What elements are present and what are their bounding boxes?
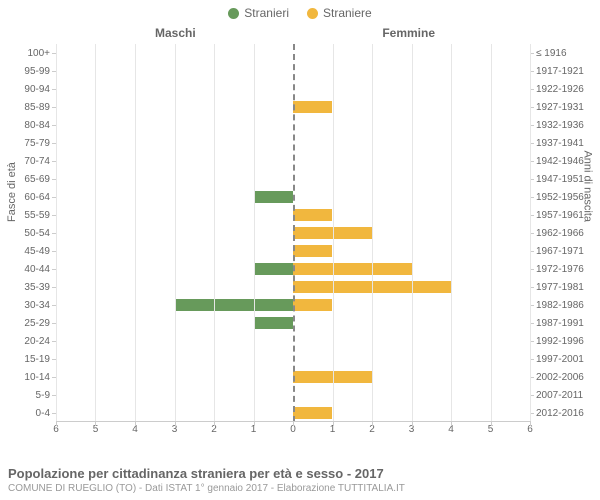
year-label: 1972-1976	[530, 264, 584, 275]
chart-subtitle: COMUNE DI RUEGLIO (TO) - Dati ISTAT 1° g…	[8, 483, 405, 494]
footer: Popolazione per cittadinanza straniera p…	[8, 466, 405, 494]
gridline	[254, 44, 255, 422]
x-tick-mark	[372, 421, 373, 426]
x-tick-mark	[333, 421, 334, 426]
year-label: 1922-1926	[530, 84, 584, 95]
year-label: 1987-1991	[530, 318, 584, 329]
year-label: ≤ 1916	[530, 48, 567, 59]
bar-female	[293, 245, 332, 258]
bar-male	[254, 317, 293, 330]
year-label: 1942-1946	[530, 156, 584, 167]
gridline	[451, 44, 452, 422]
gridline	[530, 44, 531, 422]
column-header-male: Maschi	[155, 26, 196, 40]
x-tick-mark	[412, 421, 413, 426]
gridline	[175, 44, 176, 422]
bar-female	[293, 209, 332, 222]
year-label: 1917-1921	[530, 66, 584, 77]
x-tick-mark	[95, 421, 96, 426]
bar-female	[293, 263, 412, 276]
bar-male	[175, 299, 294, 312]
y-axis-title-left: Fasce di età	[6, 162, 18, 222]
x-tick-mark	[293, 421, 294, 426]
gridline	[333, 44, 334, 422]
year-label: 2007-2011	[530, 390, 583, 401]
gridline	[372, 44, 373, 422]
year-label: 1997-2001	[530, 354, 584, 365]
year-label: 1982-1986	[530, 300, 584, 311]
x-tick-mark	[214, 421, 215, 426]
year-label: 2012-2016	[530, 408, 584, 419]
gridline	[95, 44, 96, 422]
year-label: 1947-1951	[530, 174, 584, 185]
x-tick-mark	[491, 421, 492, 426]
legend-item-male: Stranieri	[228, 6, 289, 20]
year-label: 1937-1941	[530, 138, 584, 149]
year-label: 1962-1966	[530, 228, 584, 239]
legend-swatch-male	[228, 8, 239, 19]
year-label: 1977-1981	[530, 282, 584, 293]
x-tick-mark	[135, 421, 136, 426]
column-header-female: Femmine	[382, 26, 435, 40]
bar-female	[293, 101, 332, 114]
legend-swatch-female	[307, 8, 318, 19]
gridline	[56, 44, 57, 422]
legend-item-female: Straniere	[307, 6, 372, 20]
x-tick-mark	[56, 421, 57, 426]
gridline	[491, 44, 492, 422]
year-label: 1992-1996	[530, 336, 584, 347]
bar-male	[254, 263, 293, 276]
year-label: 1927-1931	[530, 102, 584, 113]
x-tick-mark	[254, 421, 255, 426]
year-label: 2002-2006	[530, 372, 584, 383]
bar-female	[293, 299, 332, 312]
x-tick-mark	[175, 421, 176, 426]
center-divider	[293, 44, 295, 422]
year-label: 1967-1971	[530, 246, 584, 257]
chart-area: Maschi Femmine Fasce di età Anni di nasc…	[0, 22, 600, 452]
year-label: 1957-1961	[530, 210, 584, 221]
year-label: 1952-1956	[530, 192, 584, 203]
gridline	[412, 44, 413, 422]
x-axis: 0112233445566	[56, 424, 530, 440]
bar-male	[254, 191, 293, 204]
bar-female	[293, 407, 332, 420]
x-tick-mark	[530, 421, 531, 426]
year-label: 1932-1936	[530, 120, 584, 131]
legend-label-male: Stranieri	[244, 6, 289, 20]
chart-title: Popolazione per cittadinanza straniera p…	[8, 466, 405, 481]
gridline	[214, 44, 215, 422]
legend-label-female: Straniere	[323, 6, 372, 20]
x-tick-mark	[451, 421, 452, 426]
legend: Stranieri Straniere	[0, 0, 600, 22]
gridline	[135, 44, 136, 422]
plot-region: 100+≤ 191695-991917-192190-941922-192685…	[56, 44, 530, 422]
